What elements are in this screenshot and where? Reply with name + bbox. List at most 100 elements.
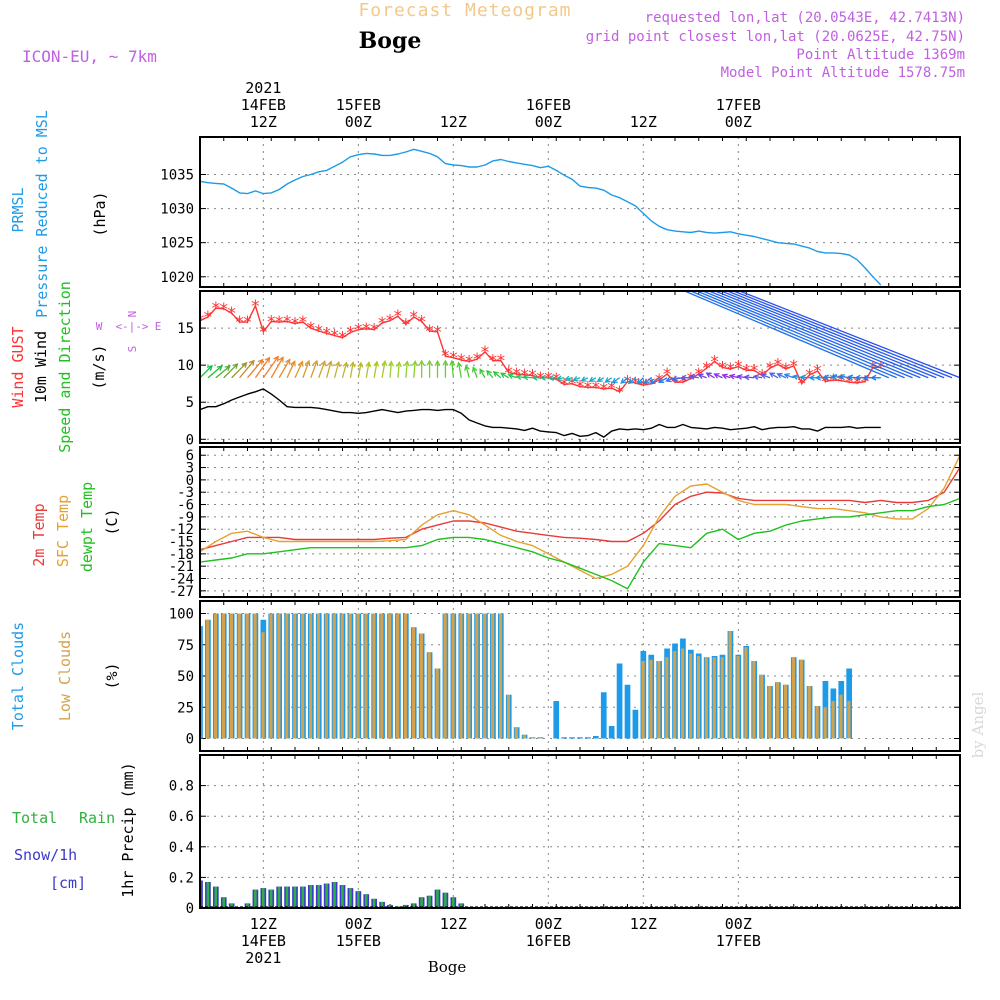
time-top-label: 14FEB [241, 96, 286, 114]
gust-marker: * [504, 364, 514, 384]
wind-arrow [302, 360, 310, 378]
wind-arrow-head [658, 377, 665, 383]
wind-arrow [722, 374, 731, 379]
low-cloud-bar [799, 659, 803, 739]
low-cloud-bar [681, 648, 685, 739]
low-cloud-bar [649, 659, 653, 739]
time-bottom-label: 14FEB [241, 932, 286, 950]
low-cloud-bar [388, 613, 392, 739]
wind-arrow-head [206, 364, 213, 371]
rain-bar [420, 897, 423, 908]
rain-bar [333, 881, 336, 908]
low-cloud-bar [847, 701, 851, 739]
wind-arrow-head [531, 374, 538, 381]
low-cloud-bar [728, 631, 732, 739]
gust-marker: * [512, 365, 522, 385]
time-top-label: 12Z [440, 113, 467, 131]
wind-arrow [753, 375, 763, 379]
wind-arrow-head [572, 375, 579, 382]
gust-marker: * [298, 313, 308, 333]
low-cloud-bar [459, 613, 463, 739]
gust-marker: * [543, 369, 553, 389]
y-tick-label: 0.6 [169, 809, 194, 825]
wind-arrow [493, 371, 502, 379]
gust-marker: * [646, 375, 656, 395]
wind-arrow-head [434, 359, 441, 366]
low-cloud-bar [744, 647, 748, 739]
panel-clouds: Total Clouds Low Clouds (%) [9, 622, 121, 730]
rain-bar [412, 903, 415, 908]
low-clouds-label: Low Clouds [56, 631, 74, 721]
series-sfc-temp [200, 454, 960, 580]
wind-arrow-head [290, 360, 296, 367]
gust-marker: * [575, 378, 585, 398]
gust-marker: * [527, 367, 537, 387]
y-tick-label: 0.2 [169, 870, 194, 886]
wind-arrow [731, 291, 953, 379]
rain-bar [372, 898, 376, 908]
wind-arrow-head [232, 363, 239, 370]
gust-marker: * [733, 358, 743, 378]
y-tick-label: -9 [177, 510, 194, 526]
low-cloud-bar [237, 613, 241, 739]
gust-marker: * [797, 375, 807, 395]
wind-arrow [682, 291, 890, 379]
wind-arrow [457, 362, 462, 378]
low-cloud-bar [245, 613, 249, 739]
low-cloud-bar [823, 707, 827, 739]
series-layer-wind: ****************************************… [200, 291, 960, 438]
total-cloud-bar [600, 692, 607, 739]
low-cloud-bar [443, 613, 447, 739]
series-10m-wind [200, 388, 881, 438]
wind-arrow [247, 359, 264, 379]
wind-arrow-head [743, 374, 750, 381]
wind-arrow-head [248, 359, 255, 366]
rain-bar [269, 889, 273, 908]
gust-marker: * [654, 371, 664, 391]
panel-temperature: 2m Temp SFC Temp dewpt Temp (C) [30, 482, 121, 572]
time-top-label: 17FEB [716, 96, 761, 114]
wind-arrow [486, 370, 494, 379]
snow-unit-label: [cm] [50, 874, 86, 892]
wind-arrow-head [411, 359, 418, 367]
gust-marker: * [409, 308, 419, 328]
wind-arrow-head [224, 365, 231, 372]
low-cloud-bar [308, 613, 313, 739]
gust-marker: * [725, 360, 735, 380]
low-cloud-bar [229, 613, 233, 739]
low-cloud-bar [514, 727, 518, 739]
wind-arrow [231, 362, 247, 379]
total-label: Total [12, 809, 57, 827]
wind-gust-label: Wind GUST [9, 326, 27, 407]
wind-arrow-head [768, 372, 776, 378]
low-cloud-bar [688, 653, 693, 739]
wind-arrow-head [752, 374, 759, 380]
gust-marker: * [519, 366, 529, 386]
rain-bar [444, 892, 447, 908]
gust-marker: * [804, 366, 814, 386]
gust-marker: * [361, 320, 371, 340]
wind-arrow-head [349, 361, 356, 368]
wind-arrow [707, 291, 921, 379]
snow-bar [200, 880, 203, 908]
wind-arrow-head [799, 374, 806, 381]
wind-arrow-head [320, 360, 327, 367]
low-cloud-bar [435, 668, 439, 739]
time-top-label: 00Z [535, 113, 562, 131]
low-cloud-bar [696, 656, 701, 739]
wind-arrow-head [776, 372, 783, 379]
temp-2m-label: 2m Temp [30, 503, 48, 566]
wind-arrow [628, 377, 636, 384]
pressure-label-line2: Pressure Reduced to MSL [33, 110, 51, 318]
grid-coords: grid point closest lon,lat (20.0625E, 42… [586, 29, 965, 45]
y-tick-label: 10 [177, 358, 194, 374]
rain-bar [325, 883, 328, 908]
total-cloud-bar [577, 737, 583, 739]
wind-arrow-head [479, 368, 485, 375]
wind-arrow-head [216, 365, 223, 372]
wind-arrow-head [846, 374, 854, 381]
gust-marker: * [757, 367, 767, 387]
low-cloud-bar [356, 613, 360, 739]
y-tick-label: 6 [186, 448, 194, 464]
